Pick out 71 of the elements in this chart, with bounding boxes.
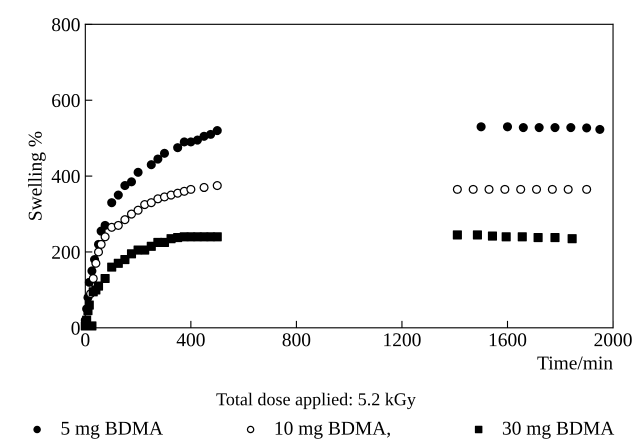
point: [566, 122, 576, 132]
point: [212, 126, 222, 136]
y-tick-label: 0: [71, 322, 80, 335]
point: [126, 177, 136, 186]
point: [532, 184, 542, 194]
point: [502, 122, 512, 132]
point: [484, 184, 494, 194]
point: [534, 122, 544, 132]
x-tick-label: 800: [282, 333, 310, 346]
x-tick-label: 1200: [384, 333, 421, 346]
point: [107, 198, 116, 208]
text: Total dose applied: 5.2 kGy: [216, 392, 416, 410]
point: [468, 184, 478, 194]
point: [120, 215, 130, 224]
y-tick-label: 400: [52, 170, 80, 184]
point: [114, 190, 123, 200]
y-axis-title: Swelling %: [28, 132, 46, 220]
y-tick-label: 600: [52, 94, 80, 108]
point: [548, 184, 557, 194]
point: [186, 184, 196, 194]
point: [94, 247, 104, 257]
point: [114, 220, 123, 230]
point: [153, 154, 162, 164]
point: [88, 274, 98, 284]
point: [120, 181, 130, 190]
x-tick-label: 0: [81, 333, 90, 346]
point: [476, 122, 486, 132]
x-axis-title: Time/min: [537, 356, 613, 370]
point: [100, 232, 110, 242]
point: [500, 184, 510, 194]
point: [212, 181, 222, 190]
point: [100, 274, 110, 284]
point: [94, 282, 104, 291]
x-tick-label: 1600: [490, 333, 526, 346]
point: [146, 198, 156, 208]
point: [518, 122, 528, 132]
point: [84, 300, 94, 310]
point: [452, 230, 462, 240]
point: [518, 232, 527, 242]
point: [96, 240, 106, 249]
point: [568, 234, 577, 244]
point: [472, 230, 482, 240]
point: [87, 266, 96, 276]
point: [126, 209, 136, 219]
x-tick-label: 400: [176, 333, 205, 346]
point: [550, 232, 560, 242]
point: [134, 168, 143, 177]
point: [134, 206, 143, 215]
point: [200, 182, 209, 192]
point: [212, 232, 222, 242]
y-tick-label: 200: [52, 246, 80, 259]
point: [173, 143, 182, 152]
point: [488, 231, 498, 241]
y-tick-label: 800: [52, 18, 80, 32]
point: [534, 232, 543, 242]
point: [452, 184, 462, 194]
point: [595, 124, 604, 134]
x-tick-label: 2000: [594, 333, 632, 346]
point: [582, 123, 592, 132]
point: [206, 130, 216, 139]
point: [564, 184, 573, 194]
legend-label: 5 mg BDMA: [62, 422, 163, 439]
point: [502, 232, 511, 242]
point: [192, 136, 202, 145]
point: [550, 122, 560, 132]
point: [160, 148, 170, 158]
point: [146, 160, 156, 170]
point: [516, 184, 526, 194]
legend-label: 10 mg BDMA,: [276, 422, 390, 439]
point: [582, 184, 592, 194]
legend-label: 30 mg BDMA: [502, 422, 614, 439]
